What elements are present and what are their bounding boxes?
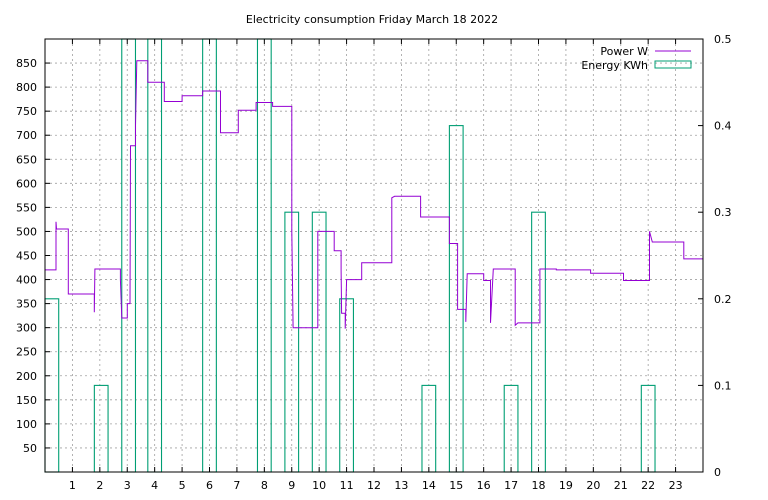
y-tick-label: 450	[16, 250, 37, 263]
x-tick-label: 15	[449, 479, 463, 492]
legend-swatch-energy	[654, 60, 692, 69]
y-tick-label: 50	[23, 442, 37, 455]
y-tick-label: 300	[16, 322, 37, 335]
y-tick-label: 650	[16, 153, 37, 166]
x-tick-label: 16	[477, 479, 491, 492]
energy-bar	[121, 38, 137, 473]
y-tick-label: 250	[16, 346, 37, 359]
y2-tick-label: 0.5	[714, 33, 732, 46]
y2-tick-label: 0	[714, 466, 721, 479]
y-tick-label: 200	[16, 370, 37, 383]
x-tick-label: 22	[641, 479, 655, 492]
x-tick-label: 10	[312, 479, 326, 492]
x-tick-label: 4	[151, 479, 158, 492]
axis-ticks: 1 2 3 4 5 6 7 8 9 10 11 12 13 14 15 16 17 18 19 20 21 22 23501…	[16, 33, 732, 492]
y2-tick-label: 0.4	[714, 120, 732, 133]
y-tick-label: 350	[16, 298, 37, 311]
energy-bar	[531, 211, 546, 473]
x-tick-label: 5	[179, 479, 186, 492]
x-tick-label: 2	[96, 479, 103, 492]
y2-tick-label: 0.2	[714, 293, 732, 306]
y-tick-label: 800	[16, 81, 37, 94]
x-tick-label: 20	[586, 479, 600, 492]
y-tick-label: 400	[16, 274, 37, 287]
energy-bar	[93, 384, 109, 473]
legend: Power W Energy KWh	[581, 45, 692, 72]
x-tick-label: 14	[422, 479, 436, 492]
x-tick-label: 12	[367, 479, 381, 492]
x-tick-label: 3	[124, 479, 131, 492]
y-tick-label: 750	[16, 105, 37, 118]
y2-tick-label: 0.1	[714, 379, 732, 392]
grid-lines	[45, 39, 703, 472]
x-tick-label: 13	[394, 479, 408, 492]
x-tick-label: 11	[340, 479, 354, 492]
x-tick-label: 8	[261, 479, 268, 492]
legend-label-energy: Energy KWh	[581, 59, 648, 72]
energy-bar	[44, 298, 60, 473]
x-tick-label: 6	[206, 479, 213, 492]
y2-tick-label: 0.3	[714, 206, 732, 219]
x-tick-label: 17	[504, 479, 518, 492]
y-tick-label: 850	[16, 57, 37, 70]
y-tick-label: 600	[16, 177, 37, 190]
x-tick-label: 23	[669, 479, 683, 492]
x-tick-label: 9	[288, 479, 295, 492]
y-tick-label: 700	[16, 129, 37, 142]
x-tick-label: 1	[69, 479, 76, 492]
y-tick-label: 150	[16, 394, 37, 407]
power-series-line	[45, 60, 703, 329]
legend-label-power: Power W	[600, 45, 648, 58]
x-tick-label: 18	[532, 479, 546, 492]
x-tick-label: 7	[233, 479, 240, 492]
y-tick-label: 100	[16, 418, 37, 431]
x-tick-label: 19	[559, 479, 573, 492]
x-tick-label: 21	[614, 479, 628, 492]
y-tick-label: 500	[16, 225, 37, 238]
y-tick-label: 550	[16, 201, 37, 214]
chart-title: Electricity consumption Friday March 18 …	[246, 13, 498, 26]
energy-bar	[311, 211, 327, 473]
